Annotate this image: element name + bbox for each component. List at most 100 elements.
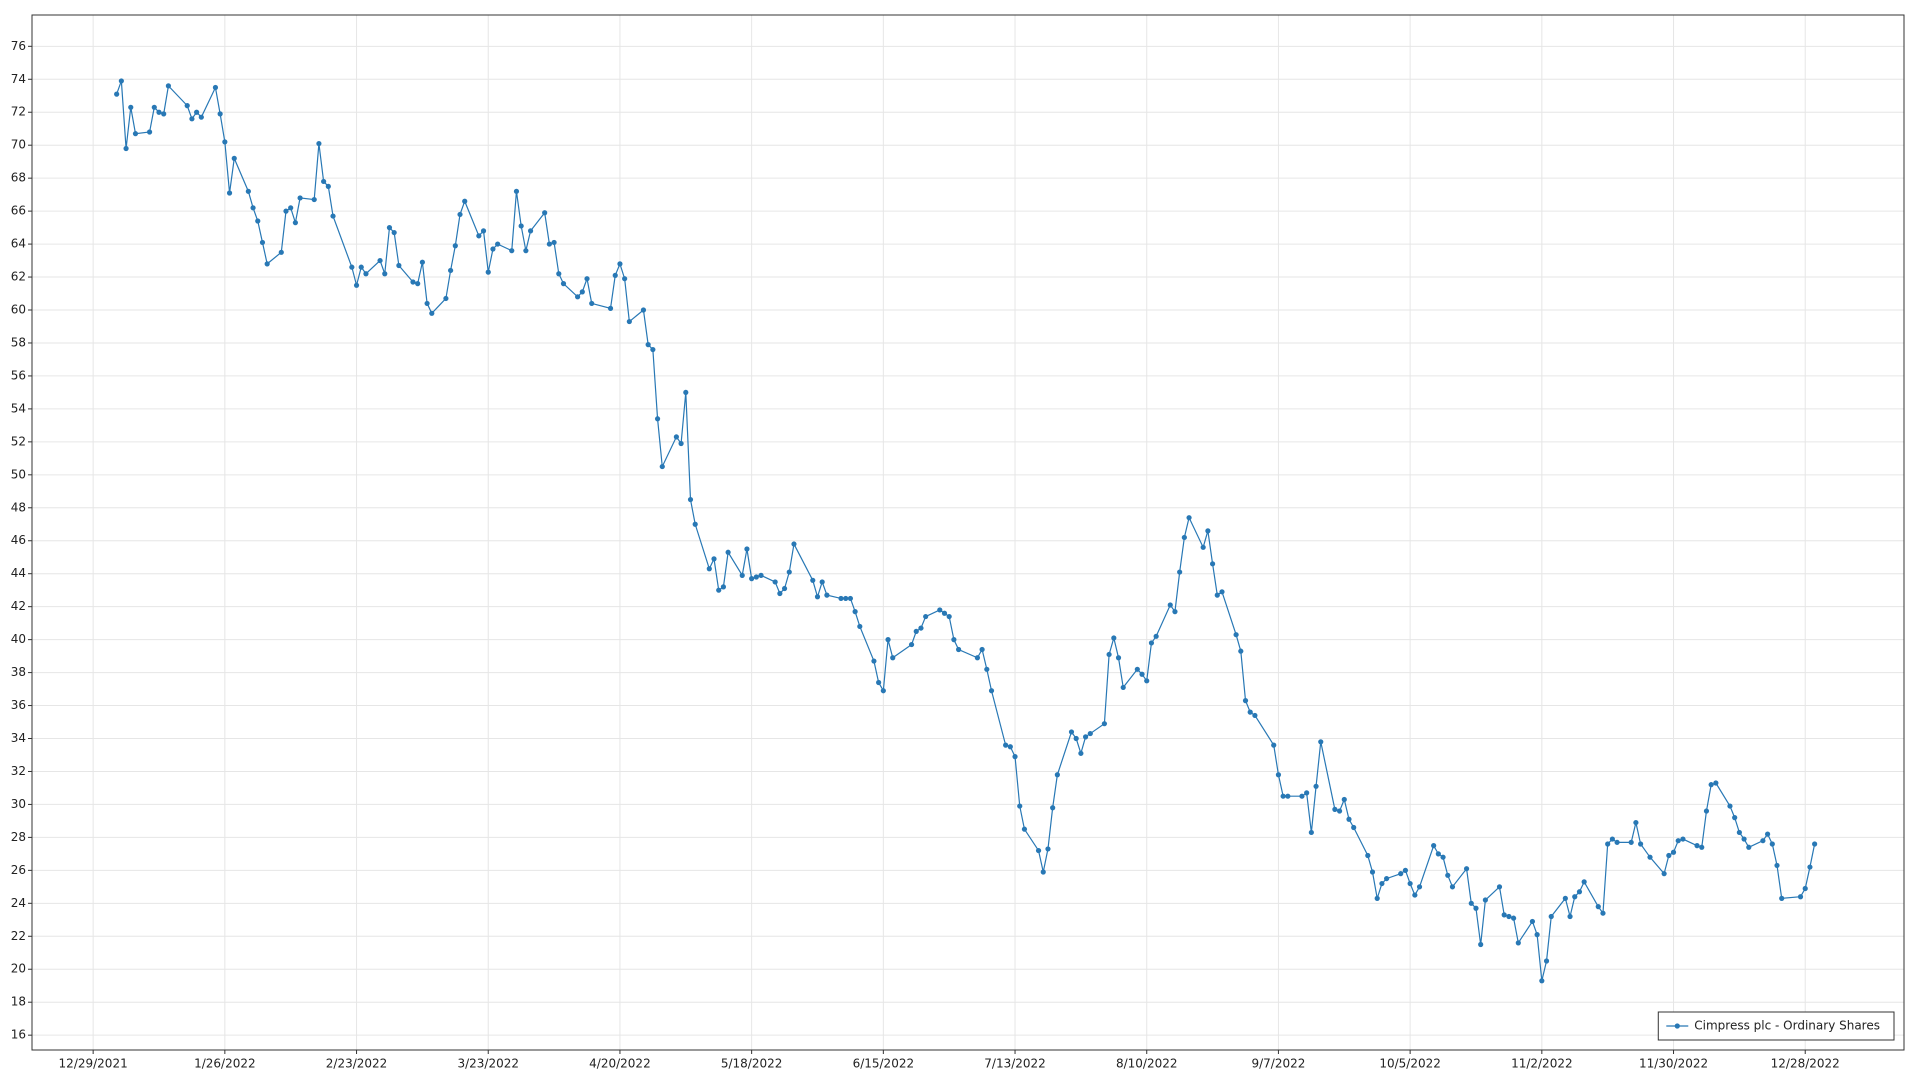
data-point bbox=[325, 183, 331, 190]
data-point bbox=[1511, 915, 1517, 921]
data-point bbox=[876, 679, 882, 686]
data-point bbox=[1035, 847, 1042, 854]
data-point bbox=[1703, 808, 1710, 814]
data-point bbox=[749, 576, 755, 582]
data-point bbox=[1214, 592, 1220, 598]
data-point bbox=[1746, 844, 1752, 850]
y-tick-label: 40 bbox=[11, 632, 26, 646]
data-point bbox=[1219, 589, 1225, 595]
plot-frame bbox=[31, 14, 1905, 1051]
data-point bbox=[165, 83, 172, 89]
data-point bbox=[984, 666, 990, 672]
data-point bbox=[1172, 609, 1178, 615]
data-point bbox=[1384, 875, 1390, 882]
y-tick-label: 32 bbox=[11, 764, 26, 778]
data-point bbox=[683, 389, 689, 396]
data-point bbox=[1812, 841, 1818, 847]
data-point bbox=[146, 129, 153, 135]
data-point bbox=[1304, 790, 1310, 796]
data-point bbox=[1280, 793, 1286, 799]
data-point bbox=[1139, 671, 1145, 677]
legend-marker bbox=[1674, 1023, 1680, 1029]
data-point bbox=[852, 609, 858, 615]
data-point bbox=[1233, 632, 1239, 638]
data-point bbox=[349, 264, 355, 270]
y-tick-label: 36 bbox=[11, 698, 26, 712]
y-tick-label: 22 bbox=[11, 929, 26, 943]
data-point bbox=[523, 248, 529, 254]
data-point bbox=[513, 188, 520, 194]
data-point bbox=[1572, 894, 1578, 900]
data-point bbox=[1209, 561, 1216, 567]
y-tick-label: 68 bbox=[11, 171, 26, 185]
data-point bbox=[937, 607, 943, 613]
data-point bbox=[890, 655, 896, 661]
data-point bbox=[1285, 793, 1291, 799]
data-point bbox=[457, 211, 463, 218]
y-tick-label: 76 bbox=[11, 39, 26, 53]
data-point bbox=[118, 78, 124, 84]
data-point bbox=[1501, 912, 1507, 918]
data-point bbox=[758, 572, 764, 578]
data-point bbox=[278, 249, 284, 255]
data-point bbox=[1416, 884, 1423, 890]
data-point bbox=[1299, 793, 1305, 799]
data-point bbox=[923, 613, 929, 620]
data-point bbox=[1181, 534, 1187, 541]
data-point bbox=[1445, 872, 1451, 878]
data-point bbox=[1078, 750, 1084, 756]
data-point bbox=[283, 208, 289, 214]
data-point bbox=[245, 188, 251, 194]
data-point bbox=[1012, 754, 1018, 760]
data-point bbox=[1379, 880, 1385, 887]
data-point bbox=[194, 109, 200, 115]
y-tick-label: 26 bbox=[11, 863, 26, 877]
x-tick-label: 8/10/2022 bbox=[1116, 1057, 1178, 1071]
data-point bbox=[1336, 808, 1343, 814]
data-point bbox=[1435, 851, 1441, 857]
data-point bbox=[819, 579, 825, 585]
data-point bbox=[1539, 978, 1545, 984]
data-point bbox=[321, 178, 327, 185]
data-point bbox=[292, 220, 298, 226]
data-point bbox=[847, 595, 854, 602]
data-point bbox=[429, 310, 435, 316]
plot-background bbox=[32, 15, 1904, 1050]
data-point bbox=[396, 262, 402, 269]
data-point bbox=[128, 104, 134, 110]
data-point bbox=[1708, 782, 1714, 788]
data-point bbox=[1576, 889, 1583, 895]
data-point bbox=[1529, 918, 1536, 925]
legend: Cimpress plc - Ordinary Shares bbox=[1657, 1011, 1895, 1041]
data-point bbox=[659, 463, 665, 470]
data-point bbox=[518, 223, 524, 229]
data-point bbox=[1153, 633, 1159, 639]
y-tick-label: 16 bbox=[11, 1028, 26, 1042]
data-point bbox=[1402, 867, 1409, 873]
data-point bbox=[1252, 712, 1258, 719]
data-point bbox=[1680, 836, 1686, 842]
data-point bbox=[843, 595, 849, 602]
data-point bbox=[212, 84, 219, 91]
data-point bbox=[462, 198, 468, 204]
data-point bbox=[184, 103, 190, 109]
data-point bbox=[1040, 869, 1046, 875]
data-point bbox=[810, 577, 816, 583]
data-point bbox=[955, 646, 962, 653]
y-tick-label: 54 bbox=[11, 401, 26, 415]
x-tick-label: 3/23/2022 bbox=[457, 1057, 519, 1071]
data-point bbox=[415, 281, 421, 287]
data-point bbox=[1764, 831, 1771, 837]
data-point bbox=[1449, 884, 1456, 890]
data-point bbox=[156, 109, 162, 115]
data-point bbox=[1647, 854, 1653, 860]
x-tick-label: 7/13/2022 bbox=[984, 1057, 1046, 1071]
data-point bbox=[1543, 958, 1550, 964]
data-point bbox=[1177, 569, 1183, 575]
data-point bbox=[1802, 885, 1808, 892]
data-point bbox=[363, 271, 369, 277]
data-point bbox=[443, 295, 449, 302]
data-point bbox=[556, 271, 562, 277]
x-tick-label: 12/28/2022 bbox=[1771, 1057, 1840, 1071]
